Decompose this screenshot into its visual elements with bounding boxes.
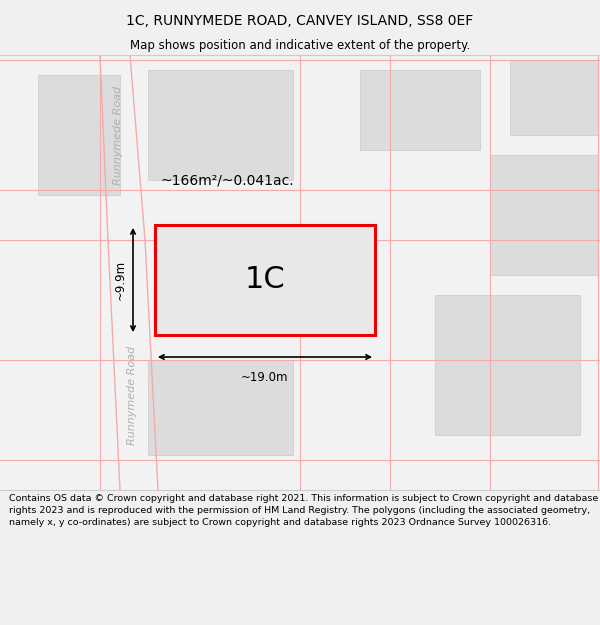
Text: 1C, RUNNYMEDE ROAD, CANVEY ISLAND, SS8 0EF: 1C, RUNNYMEDE ROAD, CANVEY ISLAND, SS8 0… [127,14,473,28]
Bar [490,155,598,275]
Bar [510,60,598,135]
Text: Map shows position and indicative extent of the property.: Map shows position and indicative extent… [130,39,470,51]
Bar [148,360,293,455]
Text: Contains OS data © Crown copyright and database right 2021. This information is : Contains OS data © Crown copyright and d… [9,494,598,527]
Bar [360,70,480,150]
Text: ~9.9m: ~9.9m [114,260,127,300]
Text: Runnymede Road: Runnymede Road [113,86,123,184]
Bar [38,75,120,195]
Text: ~19.0m: ~19.0m [241,371,289,384]
Bar [148,70,293,180]
Bar [435,295,580,435]
Bar [155,225,375,335]
Text: 1C: 1C [245,266,286,294]
Text: Runnymede Road: Runnymede Road [127,346,137,444]
Text: ~166m²/~0.041ac.: ~166m²/~0.041ac. [160,173,293,187]
